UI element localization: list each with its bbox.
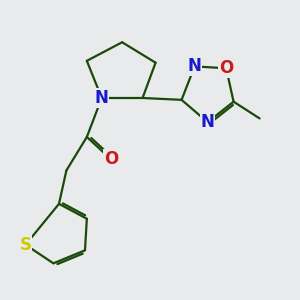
Text: S: S bbox=[20, 236, 32, 254]
Text: N: N bbox=[188, 57, 202, 75]
Text: N: N bbox=[201, 113, 214, 131]
Text: O: O bbox=[219, 59, 233, 77]
Text: O: O bbox=[104, 150, 118, 168]
Text: N: N bbox=[95, 89, 109, 107]
